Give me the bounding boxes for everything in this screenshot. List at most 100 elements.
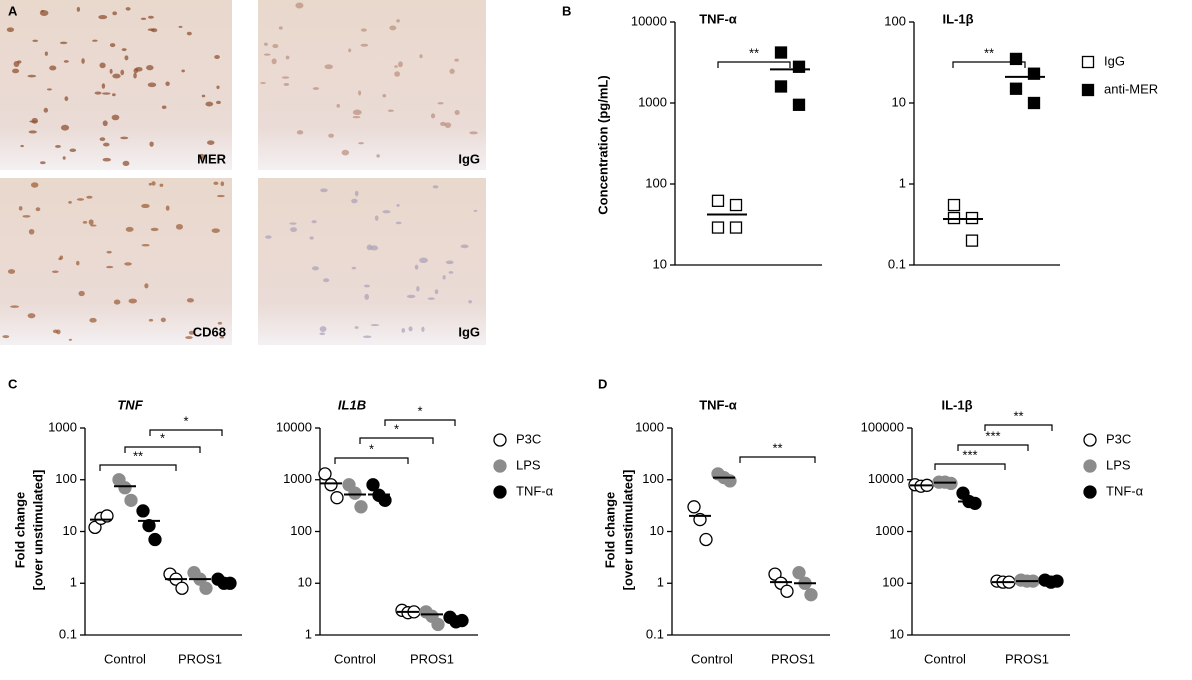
legend-label: LPS [516,457,541,472]
cell [468,300,472,304]
cell [421,326,425,332]
panel-label: C [8,376,18,391]
cell [211,228,220,233]
cell [374,215,379,221]
data-point [148,532,162,547]
cell [140,17,147,21]
legend-marker [1083,485,1097,499]
cell [109,43,116,48]
cell [416,286,420,292]
data-point [804,588,818,602]
cell [141,203,150,209]
cell [414,264,419,270]
cell [283,82,290,86]
y-tick-label: 10000 [868,471,904,486]
cell [362,335,372,338]
cell [141,244,150,247]
x-tick-label: PROS1 [410,651,454,666]
cell [396,203,400,207]
micrograph [0,0,232,170]
cell [394,65,398,68]
significance-bracket [957,444,1029,451]
data-point [792,566,806,580]
subplot-title: TNF-α [699,397,737,412]
cell [159,183,164,187]
cell [161,105,167,109]
cell [151,181,156,186]
cell [215,100,221,105]
cell [49,65,57,71]
cell [272,44,279,49]
cell [264,42,268,46]
cell [437,102,444,105]
cell [102,157,111,162]
data-point [780,584,794,598]
x-tick-label: Control [104,651,146,666]
cell [146,65,154,71]
micrograph [258,0,486,170]
cell [281,76,290,79]
data-point [699,532,713,547]
cell [128,298,137,304]
y-tick-label: 1 [657,575,664,590]
y-tick-label: 1 [899,175,906,190]
data-point [1009,82,1023,95]
cell [106,265,114,269]
y-tick-label: 1 [305,626,312,641]
y-tick-label: 100 [645,175,667,190]
cell [106,250,112,254]
cell [358,142,364,145]
cell [351,198,358,204]
cell [92,39,98,42]
legend-marker [493,433,507,447]
cell [188,330,195,335]
cell [434,289,439,295]
data-point [792,60,806,73]
significance-bracket [334,457,409,464]
data-point [1027,67,1041,80]
cell [43,107,49,113]
cell [363,284,370,288]
cell [82,221,88,224]
cell [135,66,143,72]
data-point [348,486,362,500]
cell [444,122,452,128]
cell [52,329,59,334]
y-tick-label: 1000 [635,419,664,434]
cell [150,227,159,232]
cell [99,62,106,69]
cell [289,222,297,225]
subplot-title: IL-1β [941,397,972,412]
image-label: IgG [458,151,480,166]
cell [358,90,362,96]
data-point [378,493,392,507]
cell [201,94,206,98]
cell [160,317,166,323]
cell [28,228,35,235]
cell [406,294,416,299]
cell [186,31,192,36]
cell [348,48,352,53]
cell [78,290,85,297]
cell [76,198,85,201]
cell [124,262,132,266]
data-point [965,234,979,247]
cell [216,194,225,198]
cell [336,103,340,108]
data-point [729,198,743,212]
cell [59,41,68,45]
cell [311,220,317,224]
panel-label: D [598,376,607,391]
y-axis-label: Concentration (pg/mL) [595,75,610,214]
x-tick-label: Control [334,651,376,666]
x-tick-label: Control [691,651,733,666]
cell [90,224,97,227]
significance-label: ** [133,448,143,463]
cell [102,92,111,95]
cell [389,25,397,31]
cell [120,69,125,76]
cell [112,11,118,16]
legend-label: LPS [1106,457,1131,472]
cell [440,121,447,126]
cell [323,278,330,283]
